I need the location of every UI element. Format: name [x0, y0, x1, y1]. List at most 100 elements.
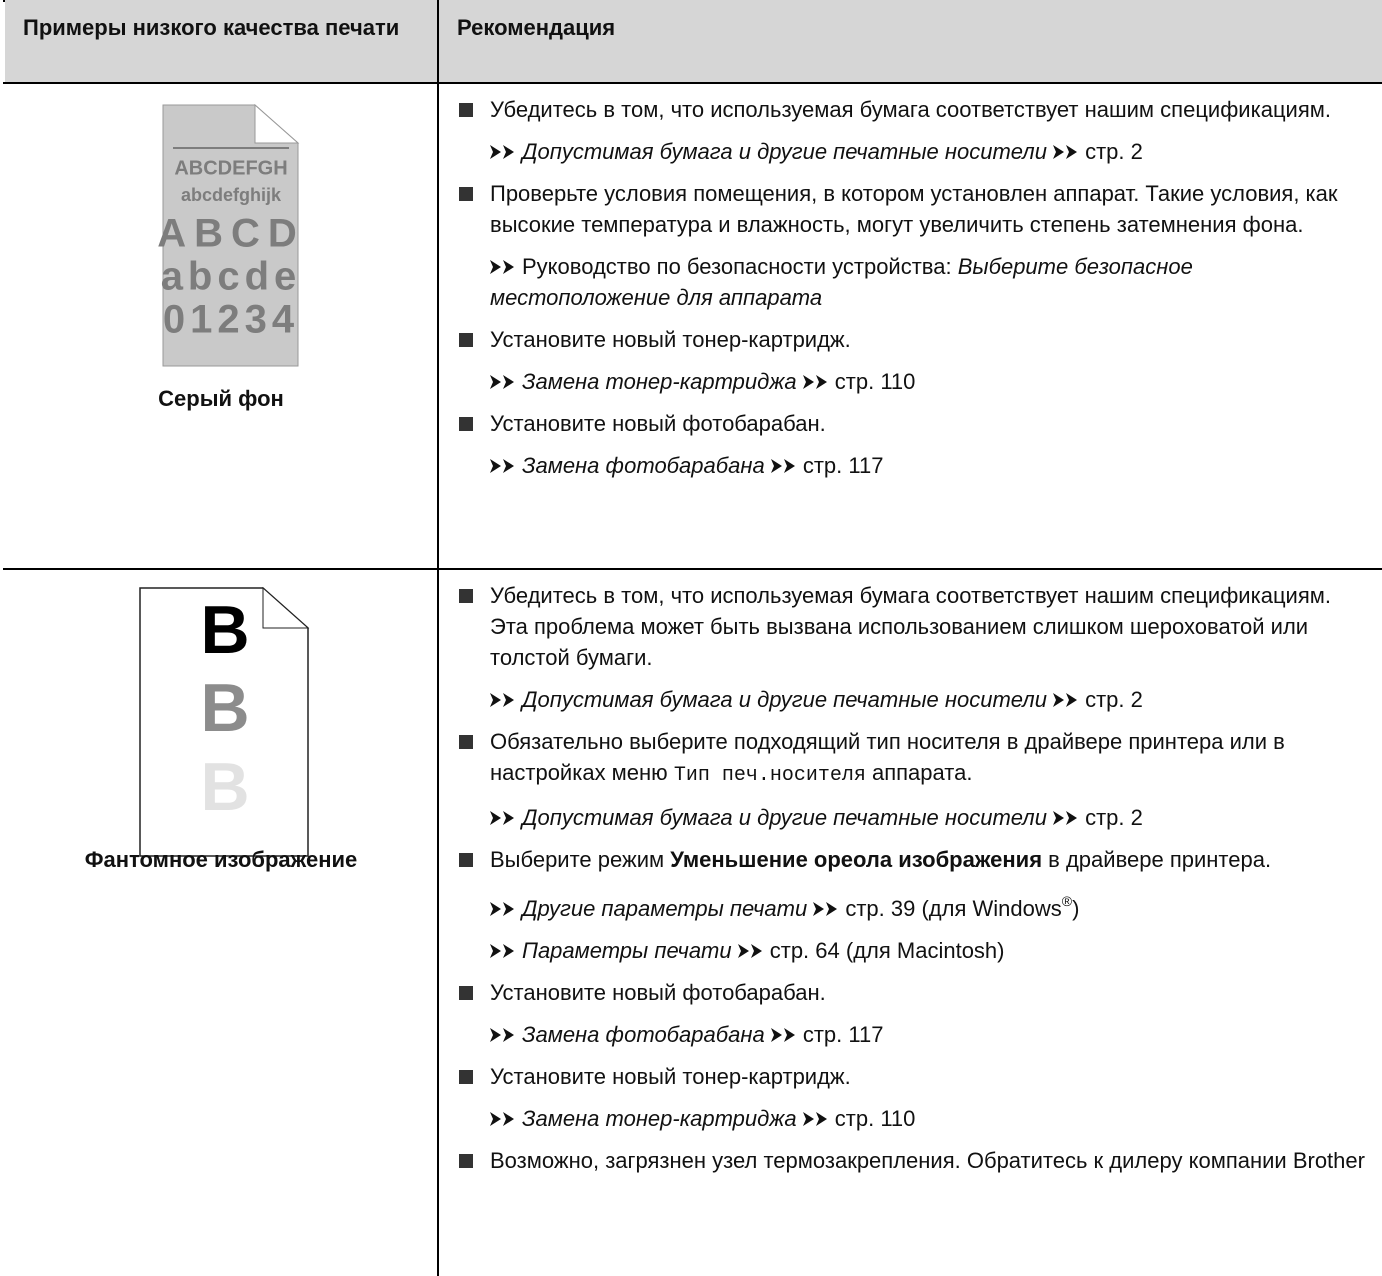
reference-line: Допустимая бумага и другие печатные носи…: [457, 136, 1372, 167]
bullet-item: Обязательно выберите подходящий тип носи…: [457, 726, 1372, 791]
bullet-item: Возможно, загрязнен узел термозакреплени…: [457, 1145, 1372, 1176]
reference-line: Замена тонер-картриджа стр. 110: [457, 366, 1372, 397]
arrow-icon: [1053, 693, 1078, 707]
arrow-shape: [802, 375, 827, 389]
page-fold: [254, 103, 300, 144]
arrow-shape: [490, 1028, 514, 1042]
arrow-icon: [490, 260, 514, 274]
text: стр. 2: [1085, 805, 1143, 830]
text: Руководство по безопасности устройства:: [522, 254, 952, 279]
arrow-shape: [802, 1112, 827, 1126]
bullet-item: Выберите режим Уменьшение ореола изображ…: [457, 844, 1372, 875]
text: стр. 2: [1085, 687, 1143, 712]
page-shape: [139, 587, 309, 857]
arrow-icon: [490, 375, 514, 389]
arrow-icon: [737, 944, 762, 958]
example-label: Серый фон: [158, 386, 284, 411]
text-sup: ®: [1061, 893, 1073, 909]
example-cell: B B B Фантомное изображение: [5, 570, 437, 1276]
arrow-icon: [490, 944, 514, 958]
recommendation-cell: Убедитесь в том, что используемая бумага…: [439, 84, 1382, 492]
arrow-shape: [490, 693, 514, 707]
arrow-shape: [1053, 145, 1078, 159]
sample-text: abcdefghijk: [181, 185, 282, 205]
reference-line: Руководство по безопасности устройства: …: [457, 251, 1372, 313]
sample-text: abcde: [161, 255, 302, 299]
arrow-icon: [802, 375, 827, 389]
column-border: [437, 0, 439, 1276]
sample-text: ABCD: [157, 212, 305, 256]
bullet-item: Установите новый тонер-картридж.: [457, 324, 1372, 355]
arrow-shape: [1053, 811, 1078, 825]
bullet-item: Проверьте условия помещения, в котором у…: [457, 178, 1372, 240]
reference-line: Допустимая бумага и другие печатные носи…: [457, 802, 1372, 833]
arrow-shape: [813, 902, 838, 916]
arrow-shape: [490, 811, 514, 825]
text-i: Замена фотобарабана: [522, 1022, 765, 1047]
arrow-shape: [737, 944, 762, 958]
text: стр. 64 (для Macintosh): [769, 938, 1005, 963]
example-label: Фантомное изображение: [84, 847, 358, 872]
row-border: [3, 82, 1382, 84]
arrow-icon: [770, 459, 795, 473]
arrow-icon: [1053, 145, 1078, 159]
text: Убедитесь в том, что используемая бумага…: [490, 97, 1331, 122]
arrow-icon: [490, 1112, 514, 1126]
bullet-item: Установите новый фотобарабан.: [457, 977, 1372, 1008]
recommendation-cell: Убедитесь в том, что используемая бумага…: [439, 570, 1382, 1187]
text: Установите новый тонер-картридж.: [490, 1064, 851, 1089]
sample-letter: B: [200, 749, 249, 825]
text: стр. 117: [802, 453, 884, 478]
text: стр. 2: [1085, 139, 1143, 164]
text-i: Допустимая бумага и другие печатные носи…: [522, 139, 1047, 164]
text-b: Уменьшение ореола изображения: [670, 847, 1043, 872]
sample-text: ABCDEFGH: [174, 157, 287, 179]
text: Проверьте условия помещения, в котором у…: [490, 181, 1338, 237]
reference-line: Замена фотобарабана стр. 117: [457, 450, 1372, 481]
bullet-item: Установите новый фотобарабан.: [457, 408, 1372, 439]
text-i: Замена фотобарабана: [522, 453, 765, 478]
header-text: Рекомендация: [457, 15, 616, 40]
header-text: Примеры низкого качества печати: [23, 15, 400, 40]
arrow-icon: [1053, 811, 1078, 825]
reference-line: Допустимая бумага и другие печатные носи…: [457, 684, 1372, 715]
arrow-shape: [490, 145, 514, 159]
text: Установите новый тонер-картридж.: [490, 327, 851, 352]
reference-line: Параметры печати стр. 64 (для Macintosh): [457, 935, 1372, 966]
arrow-icon: [490, 693, 514, 707]
bullet-item: Установите новый тонер-картридж.: [457, 1061, 1372, 1092]
arrow-shape: [490, 902, 514, 916]
text: стр. 110: [834, 369, 916, 394]
arrow-icon: [490, 145, 514, 159]
arrow-icon: [813, 902, 838, 916]
text: стр. 110: [834, 1106, 916, 1131]
text: аппарата.: [871, 760, 973, 785]
text: стр. 117: [802, 1022, 884, 1047]
arrow-shape: [490, 260, 514, 274]
arrow-icon: [770, 1028, 795, 1042]
text-i: Выберите безопасное местоположение для а…: [490, 254, 1193, 310]
arrow-shape: [1053, 693, 1078, 707]
text-i: Допустимая бумага и другие печатные носи…: [522, 687, 1047, 712]
text: стр. 39 (для Windows: [845, 896, 1062, 921]
bullet-item: Убедитесь в том, что используемая бумага…: [457, 580, 1372, 673]
arrow-shape: [770, 459, 795, 473]
page-fold: [262, 586, 310, 629]
text: Выберите режим: [490, 847, 665, 872]
text: Установите новый фотобарабан.: [490, 411, 826, 436]
example-image: BBB: [139, 586, 310, 857]
text: Возможно, загрязнен узел термозакреплени…: [490, 1148, 1365, 1173]
arrow-shape: [490, 459, 514, 473]
arrow-icon: [490, 459, 514, 473]
text-i: Другие параметры печати: [522, 896, 808, 921]
text-i: Допустимая бумага и другие печатные носи…: [522, 805, 1047, 830]
reference-line: Замена фотобарабана стр. 117: [457, 1019, 1372, 1050]
text-i: Замена тонер-картриджа: [522, 369, 797, 394]
arrow-icon: [802, 1112, 827, 1126]
text: ): [1072, 896, 1080, 921]
reference-line: Другие параметры печати стр. 39 (для Win…: [457, 886, 1372, 924]
arrow-shape: [490, 1112, 514, 1126]
header-cell: Примеры низкого качества печати: [5, 0, 437, 82]
text-mono: Тип печ.носителя: [673, 764, 866, 787]
